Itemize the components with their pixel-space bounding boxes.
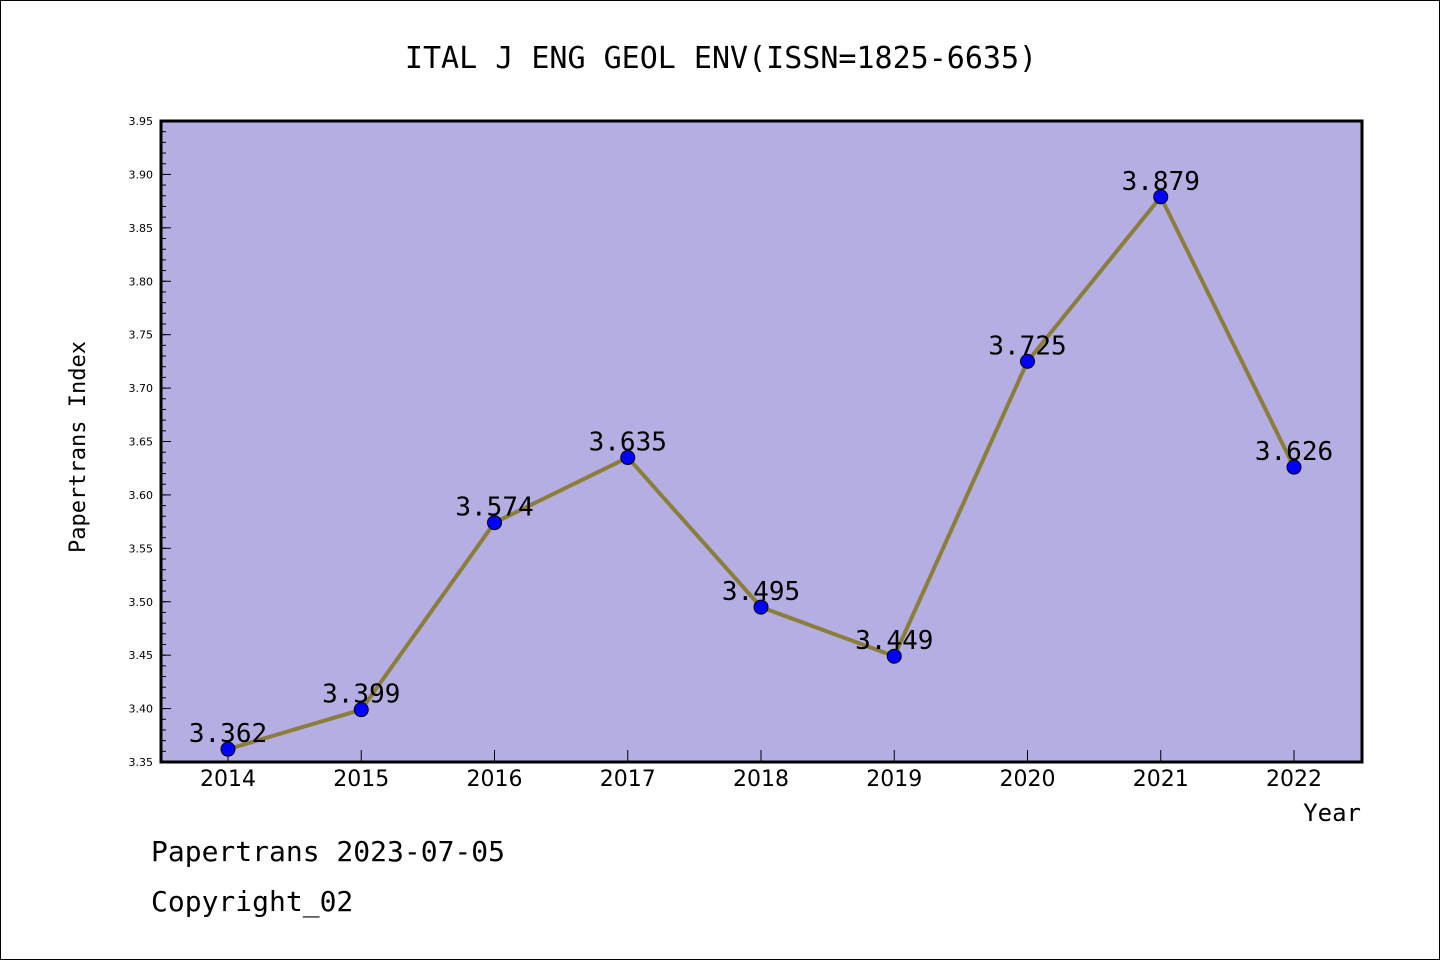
y-tick-label: 3.70	[129, 382, 154, 395]
x-tick-label: 2019	[866, 767, 922, 792]
data-point	[487, 515, 502, 531]
data-point	[753, 599, 769, 615]
data-markers	[220, 189, 1302, 757]
x-tick-label: 2017	[600, 767, 656, 792]
y-tick-label: 3.65	[129, 436, 154, 449]
chart-title: ITAL J ENG GEOL ENV(ISSN=1825-6635)	[405, 41, 1037, 76]
data-point	[620, 450, 636, 466]
data-point	[1153, 189, 1169, 205]
x-tick-label: 2014	[200, 767, 256, 792]
y-tick-label: 3.90	[129, 168, 154, 181]
footer-source: Papertrans 2023-07-05	[151, 835, 506, 868]
y-axis: 3.35 3.40 3.45 3.50 3.55 3.60 3.65 3.70 3.75 3.80…	[129, 115, 171, 769]
y-tick-label: 3.85	[129, 222, 154, 235]
footer-copyright: Copyright_02	[151, 885, 354, 918]
x-axis: 2014 2015 2016 2017 2018 2019 2020 2021 2022	[200, 750, 1322, 792]
y-axis-title: Papertrans Index	[66, 341, 91, 553]
x-axis-title: Year	[1303, 799, 1361, 827]
plot-area	[159, 119, 1364, 764]
x-tick-label: 2018	[733, 767, 789, 792]
y-tick-label: 3.80	[129, 275, 154, 288]
data-point	[1020, 353, 1035, 369]
x-tick-label: 2020	[1000, 767, 1056, 792]
y-tick-label: 3.50	[129, 596, 154, 609]
x-tick-label: 2016	[467, 767, 523, 792]
y-tick-label: 3.75	[129, 329, 154, 342]
y-tick-label: 3.45	[129, 649, 154, 662]
y-tick-label: 3.95	[129, 115, 154, 128]
x-tick-label: 2022	[1266, 767, 1322, 792]
x-tick-label: 2015	[333, 767, 389, 792]
y-tick-label: 3.35	[129, 756, 154, 769]
data-point	[1286, 459, 1302, 475]
y-tick-label: 3.60	[129, 489, 154, 502]
y-tick-label: 3.40	[129, 703, 154, 716]
x-tick-label: 2021	[1133, 767, 1189, 792]
data-point	[353, 702, 369, 718]
y-tick-label: 3.55	[129, 542, 154, 555]
data-point	[220, 741, 236, 757]
data-point	[886, 648, 902, 664]
